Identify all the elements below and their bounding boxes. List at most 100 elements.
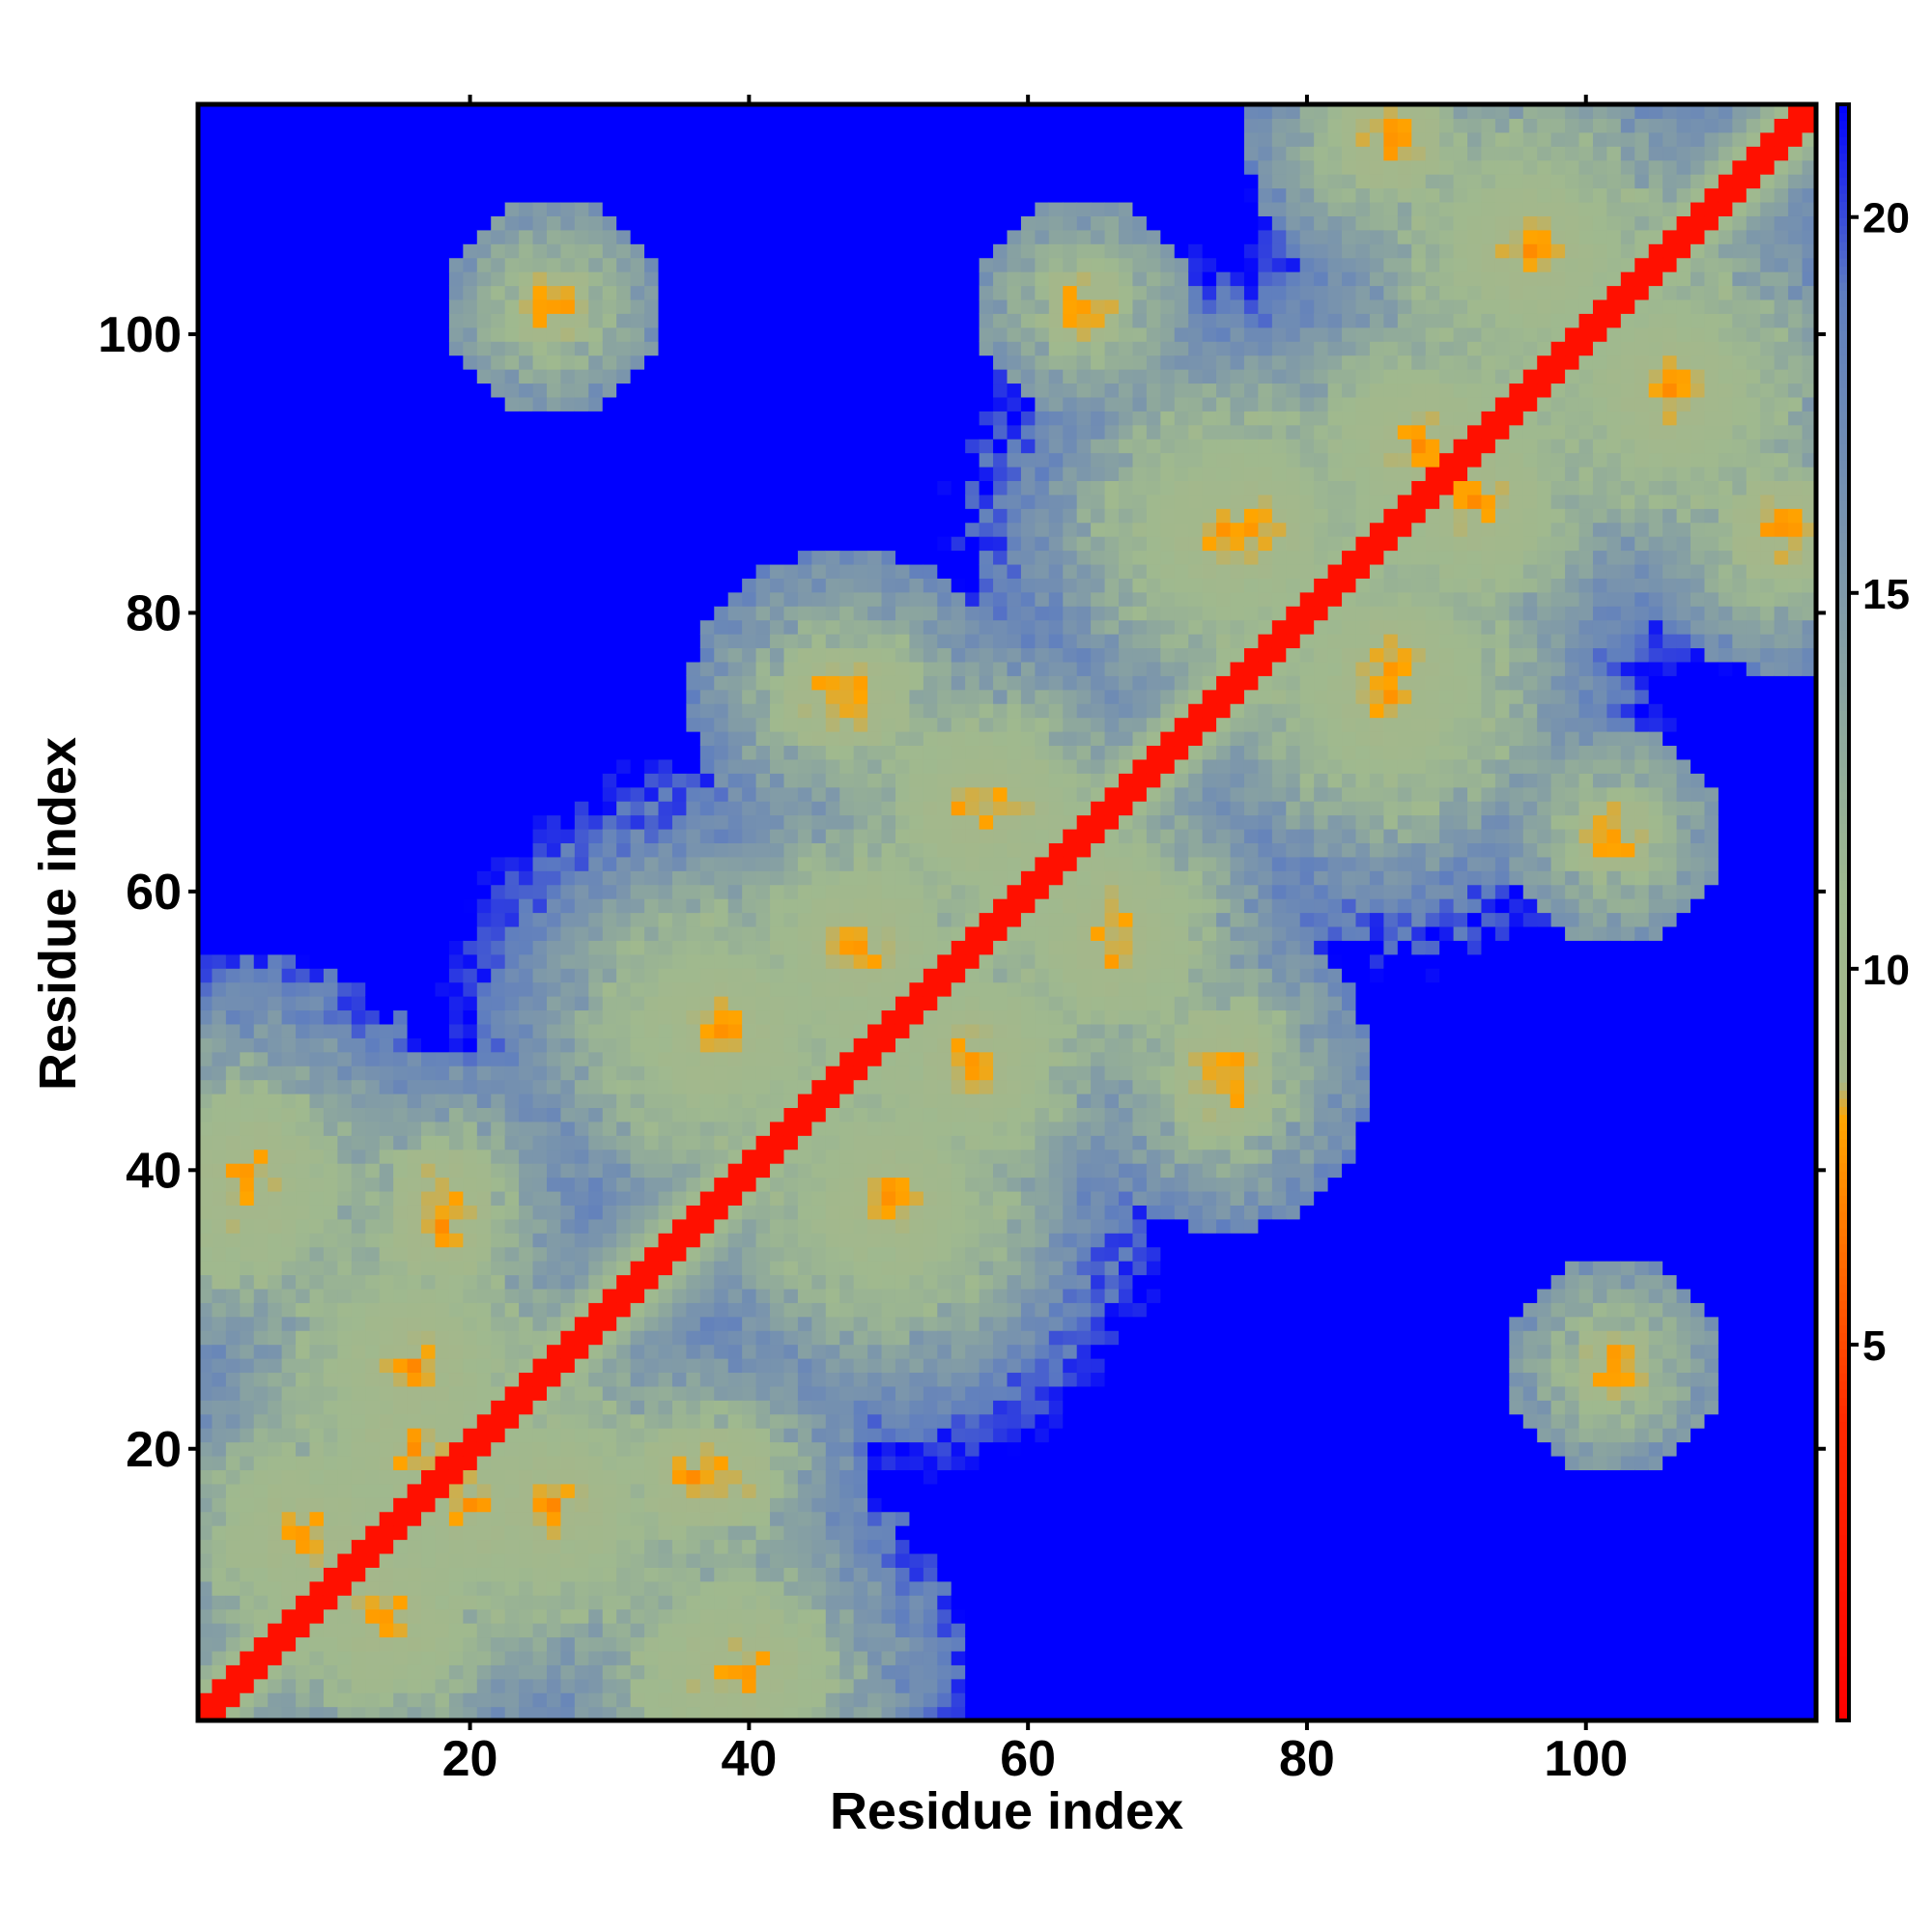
heatmap-cell [532,758,548,774]
heatmap-cell [225,1121,241,1136]
heatmap-cell [727,215,743,231]
heatmap-cell [351,1511,366,1526]
heatmap-cell [421,174,437,189]
heatmap-cell [532,1037,548,1053]
heatmap-cell [240,466,255,481]
heatmap-cell [476,1567,492,1582]
heatmap-cell [742,1163,757,1179]
heatmap-cell [296,675,311,691]
heatmap-cell [588,717,604,732]
heatmap-cell [714,563,729,579]
heatmap-cell [296,1636,311,1652]
heatmap-cell [714,1358,729,1374]
heatmap-cell [281,104,297,120]
heatmap-cell [491,1205,506,1220]
heatmap-cell [504,1093,520,1109]
heatmap-cell [658,1261,673,1276]
heatmap-cell [253,1525,269,1541]
heatmap-cell [783,1385,799,1401]
heatmap-cell [268,1413,283,1429]
heatmap-cell [365,925,381,941]
heatmap-cell [699,383,715,398]
heatmap-cell [560,411,576,426]
heatmap-cell [770,396,785,412]
heatmap-cell [323,201,338,216]
heatmap-cell [253,940,269,955]
heatmap-cell [379,661,394,676]
heatmap-cell [671,1580,687,1596]
heatmap-cell [783,703,799,719]
heatmap-cell [727,968,743,983]
heatmap-cell [532,1511,548,1526]
heatmap-cell [435,1678,450,1693]
heatmap-cell [365,606,381,621]
heatmap-cell [309,271,325,287]
heatmap-cell [476,689,492,704]
heatmap-cell [198,1302,213,1318]
heatmap-cell [351,1623,366,1638]
heatmap-cell [281,1580,297,1596]
heatmap-cell [532,1190,548,1206]
heatmap-cell [699,1706,715,1721]
heatmap-cell [365,341,381,356]
heatmap-cell [421,494,437,509]
heatmap-cell [686,1539,701,1554]
heatmap-cell [742,327,757,342]
heatmap-cell [351,1636,366,1652]
heatmap-cell [574,689,589,704]
heatmap-cell [379,1177,394,1192]
heatmap-cell [448,298,464,314]
heatmap-cell [504,550,520,565]
heatmap-cell [588,1149,604,1164]
heatmap-cell [630,996,645,1011]
heatmap-cell [770,828,785,843]
heatmap-cell [421,968,437,983]
heatmap-cell [309,1093,325,1109]
heatmap-cell [630,411,645,426]
heatmap-cell [491,703,506,719]
heatmap-cell [560,925,576,941]
heatmap-cell [393,717,409,732]
heatmap-cell [351,842,366,858]
heatmap-cell [783,1344,799,1359]
heatmap-cell [658,1552,673,1568]
heatmap-cell [714,856,729,871]
heatmap-cell [281,1135,297,1151]
heatmap-cell [379,1400,394,1415]
heatmap-cell [407,1455,422,1470]
heatmap-cell [198,1428,213,1443]
heatmap-cell [337,298,353,314]
heatmap-cell [714,1623,729,1638]
heatmap-cell [198,174,213,189]
heatmap-cell [588,1246,604,1262]
heatmap-cell [630,1177,645,1192]
heatmap-cell [546,912,562,927]
heatmap-cell [588,271,604,287]
heatmap-cell [225,563,241,579]
heatmap-cell [532,355,548,370]
heatmap-cell [476,1455,492,1470]
heatmap-cell [588,1009,604,1025]
heatmap-cell [198,563,213,579]
heatmap-cell [337,1525,353,1541]
heatmap-cell [448,773,464,788]
heatmap-cell [240,578,255,593]
heatmap-cell [602,522,617,537]
heatmap-cell [727,1636,743,1652]
heatmap-cell [296,146,311,161]
heatmap-cell [212,563,227,579]
heatmap-cell [686,355,701,370]
heatmap-cell [755,1497,771,1513]
heatmap-cell [476,1233,492,1248]
heatmap-cell [476,814,492,830]
heatmap-cell [671,1413,687,1429]
heatmap-cell [448,104,464,120]
heatmap-cell [616,1650,632,1665]
heatmap-cell [714,1525,729,1541]
heatmap-cell [532,745,548,760]
heatmap-cell [225,1163,241,1179]
heatmap-cell [714,411,729,426]
heatmap-cell [337,1190,353,1206]
heatmap-cell [379,522,394,537]
heatmap-cell [602,1177,617,1192]
